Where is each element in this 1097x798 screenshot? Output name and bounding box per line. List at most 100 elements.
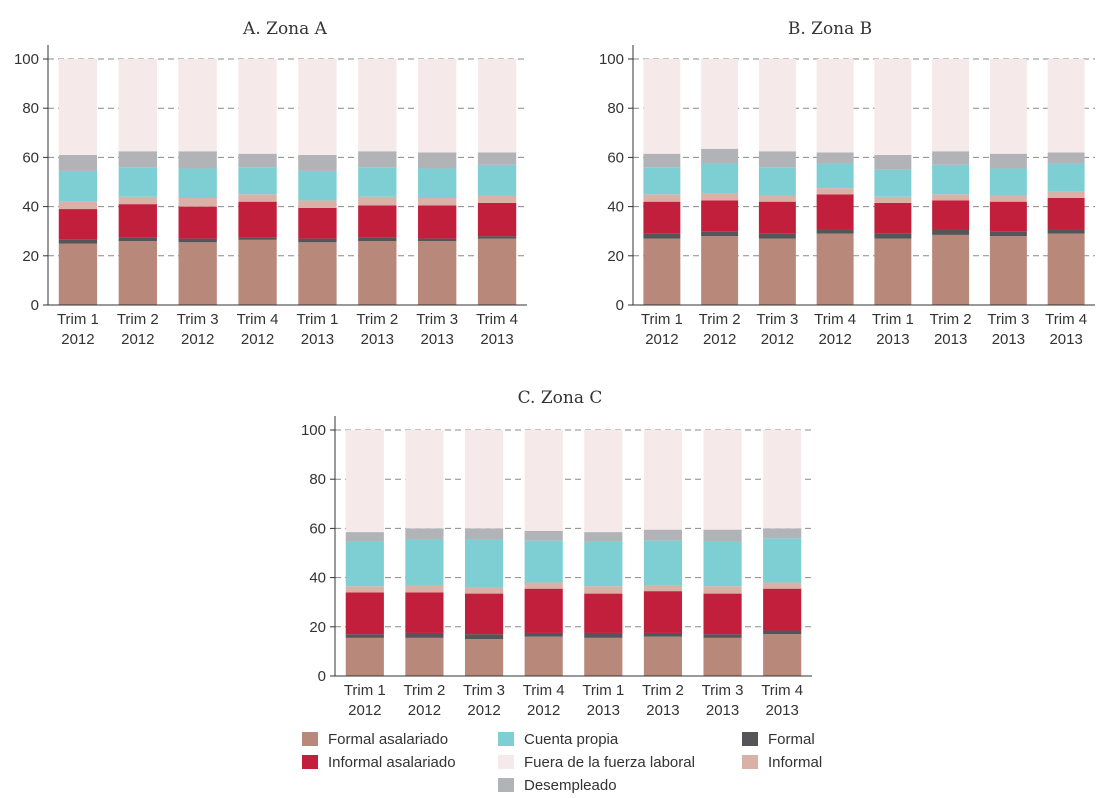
bar-segment-desempleado (763, 528, 802, 539)
bar-stack (118, 59, 157, 305)
bar-segment-desempleado (874, 154, 912, 170)
bar-segment-formal-asalariado (298, 242, 337, 305)
x-tick-label: Trim 1 2012 (344, 682, 386, 719)
legend-swatch (498, 732, 514, 746)
y-tick-label: 80 (22, 100, 39, 117)
bar-stack (643, 59, 681, 305)
bar-segment-formal-asalariado (405, 637, 444, 676)
bar-segment-fuera (178, 59, 217, 152)
bar-segment-formal (989, 231, 1027, 237)
bar-segment-desempleado (178, 151, 217, 169)
bar-segment-formal-asalariado (703, 637, 742, 676)
bar-segment-desempleado (345, 532, 384, 542)
bar-stack (358, 59, 397, 305)
bar-segment-cuenta-propia (758, 167, 796, 196)
bar-stack (524, 430, 563, 676)
panel-zona-a: A. Zona A 0 20 40 60 80 100 Trim 1 2012 Trim 2 201… (14, 19, 527, 348)
legend: Formal asalariado Cuenta propia Formal Info… (302, 731, 822, 794)
bar-segment-informal (763, 582, 802, 589)
x-tick-label: Trim 3 2013 (987, 311, 1029, 348)
bar-segment-informal-asalariado (524, 588, 563, 633)
bar-segment-cuenta-propia (874, 169, 912, 197)
bar-segment-formal-asalariado (701, 236, 739, 305)
legend-label: Fuera de la fuerza laboral (524, 754, 695, 771)
x-tick-label: Trim 4 2013 (476, 311, 518, 348)
bar-segment-informal-asalariado (405, 592, 444, 633)
bar-segment-informal (238, 194, 277, 202)
x-tick-label: Trim 4 2013 (1045, 311, 1087, 348)
legend-label: Desempleado (524, 777, 617, 793)
bar-segment-informal (405, 584, 444, 593)
bar-segment-cuenta-propia (932, 164, 970, 195)
bar-stack (405, 430, 444, 676)
bar-segment-fuera (358, 59, 397, 152)
bar-segment-formal-asalariado (358, 241, 397, 305)
x-tick-label: Trim 1 2013 (296, 311, 338, 348)
bar-segment-fuera (584, 430, 623, 533)
bar-segment-formal-asalariado (238, 239, 277, 305)
bar-segment-formal (703, 634, 742, 638)
bar-segment-cuenta-propia (238, 167, 277, 195)
bar-segment-fuera (118, 59, 157, 152)
bar-segment-formal (758, 233, 796, 239)
bar-segment-formal-asalariado (989, 236, 1027, 305)
bar-stack (874, 59, 912, 305)
bar-segment-desempleado (703, 529, 742, 542)
bar-segment-informal (118, 196, 157, 205)
bar-segment-fuera (703, 430, 742, 530)
bar-segment-informal (643, 194, 681, 202)
x-tick-label: Trim 3 2012 (463, 682, 505, 719)
bar-segment-informal-asalariado (701, 200, 739, 232)
legend-swatch (742, 755, 758, 769)
bar-segment-cuenta-propia (703, 541, 742, 587)
x-tick-label: Trim 3 2013 (702, 682, 744, 719)
bar-stack (345, 430, 384, 676)
y-tick-label: 20 (22, 248, 39, 265)
bar-segment-formal-asalariado (643, 636, 683, 676)
bar-segment-formal (643, 233, 681, 239)
bar-segment-cuenta-propia (464, 539, 504, 588)
y-tick-label: 40 (309, 570, 326, 587)
bar-segment-cuenta-propia (584, 541, 623, 587)
bar-segment-fuera (701, 59, 739, 149)
bar-stack (464, 430, 504, 676)
bar-stack (701, 59, 739, 305)
bar-stack (989, 59, 1027, 305)
bar-segment-formal (118, 237, 157, 242)
x-tick-label: Trim 3 2012 (756, 311, 798, 348)
y-tick-label: 40 (22, 199, 39, 216)
bar-segment-formal-asalariado (932, 234, 970, 305)
bar-segment-formal-asalariado (58, 243, 98, 305)
legend-swatch (498, 755, 514, 769)
bar-segment-cuenta-propia (345, 541, 384, 587)
bar-segment-informal-asalariado (418, 205, 457, 239)
bar-segment-formal (418, 238, 457, 242)
bar-segment-fuera (758, 59, 796, 152)
bar-segment-cuenta-propia (418, 168, 457, 198)
bar-segment-informal-asalariado (464, 593, 504, 635)
bar-segment-formal-asalariado (758, 238, 796, 305)
legend-swatch (302, 755, 318, 769)
bar-segment-formal (298, 238, 337, 243)
bar-segment-desempleado (118, 151, 157, 168)
bar-segment-formal-asalariado (178, 242, 217, 305)
x-tick-label: Trim 2 2012 (117, 311, 159, 348)
panel-zona-b: B. Zona B 0 20 40 60 80 100 Trim 1 2012 Trim 2 201… (599, 19, 1095, 348)
bar-segment-fuera (932, 59, 970, 152)
x-tick-label: Trim 4 2012 (237, 311, 279, 348)
bar-stack (643, 430, 683, 676)
bar-segment-informal-asalariado (763, 588, 802, 631)
bar-stack (763, 430, 802, 676)
bar-stack (477, 59, 517, 305)
legend-swatch (742, 732, 758, 746)
bar-stack (816, 59, 854, 305)
bar-stack (58, 59, 98, 305)
bar-segment-cuenta-propia (298, 170, 337, 201)
x-tick-label: Trim 2 2012 (403, 682, 445, 719)
bar-segment-informal (874, 196, 912, 203)
bar-segment-informal (584, 586, 623, 594)
x-tick-label: Trim 3 2013 (416, 311, 458, 348)
bar-segment-desempleado (1047, 152, 1085, 164)
bar-segment-informal-asalariado (178, 206, 217, 239)
bar-segment-formal (643, 632, 683, 637)
